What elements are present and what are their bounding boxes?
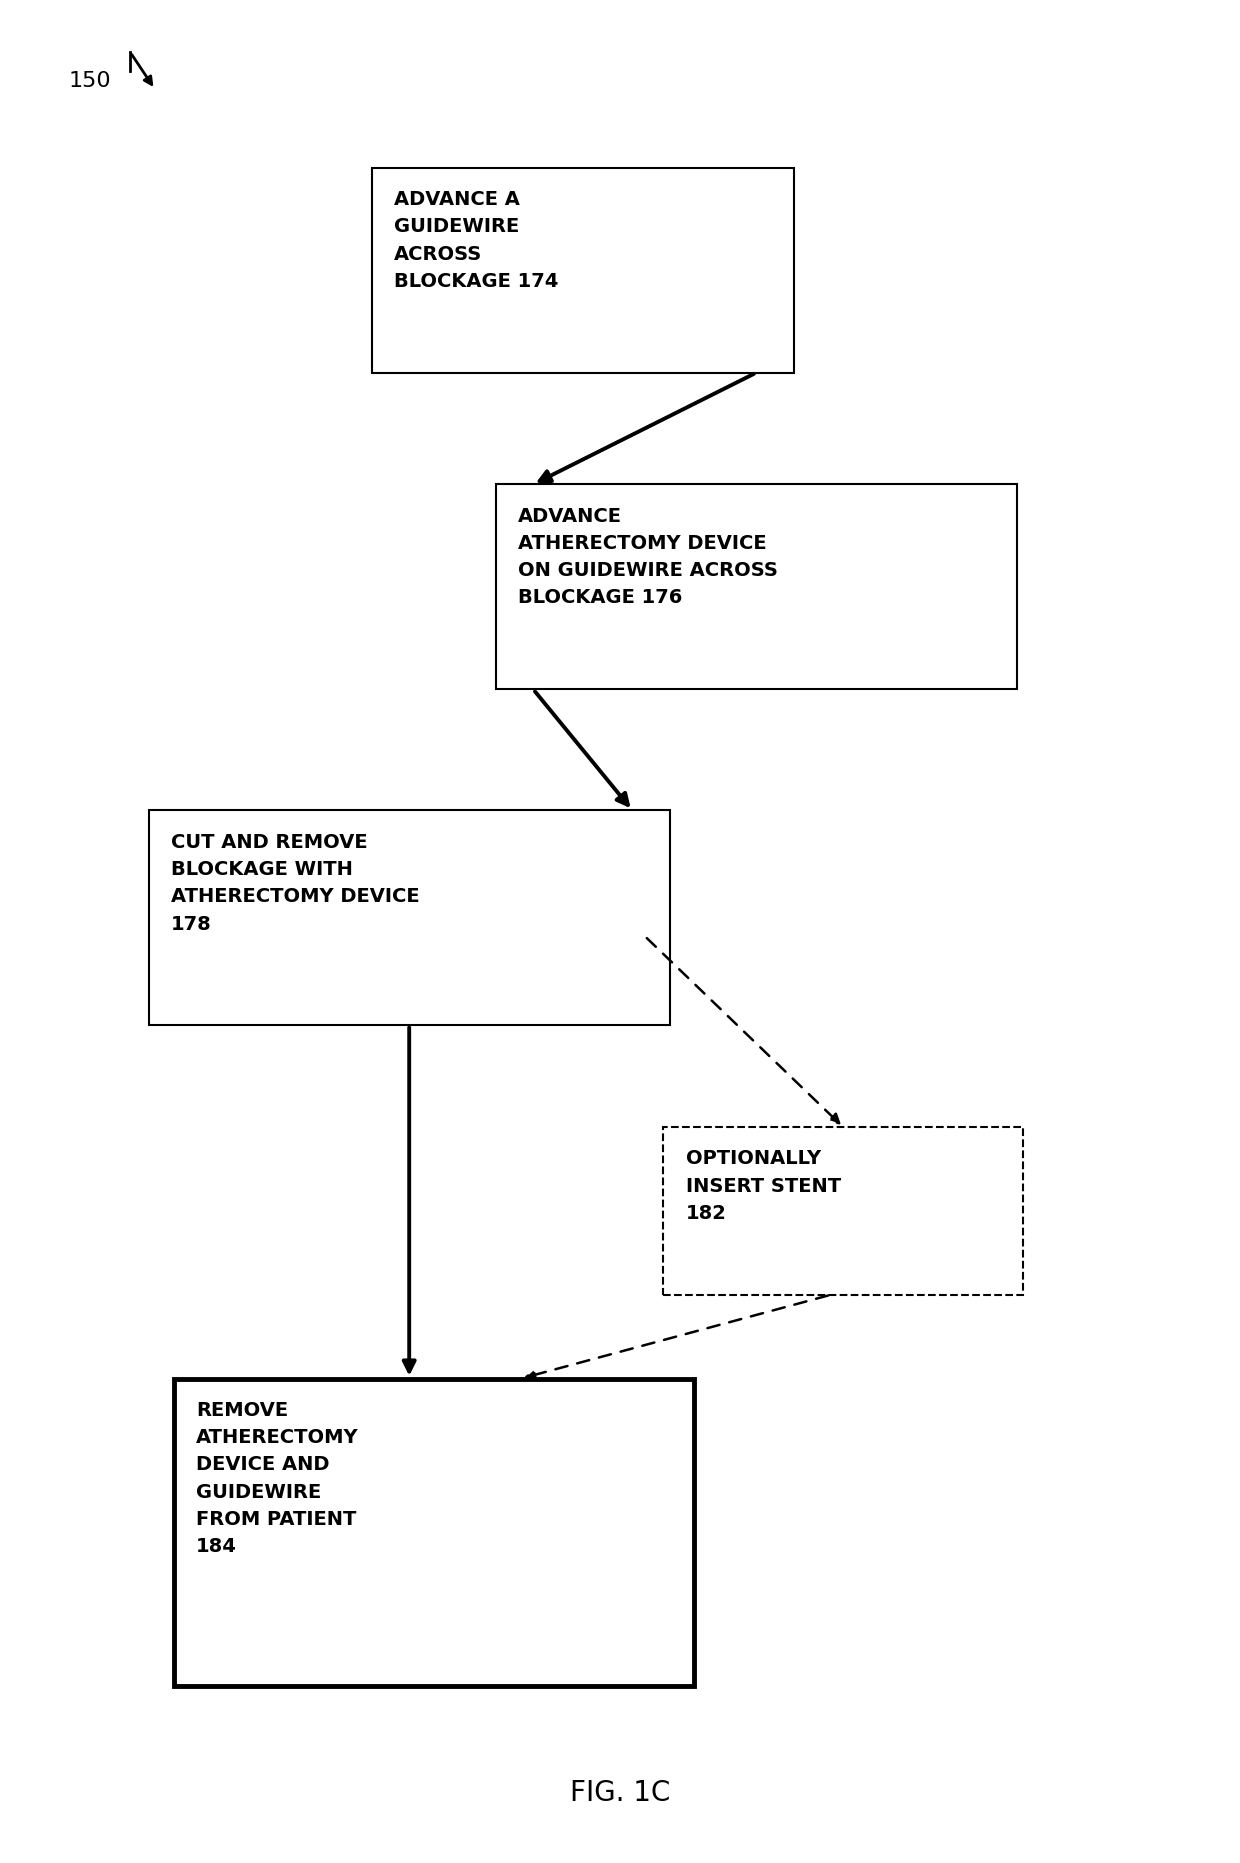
FancyBboxPatch shape xyxy=(496,484,1017,689)
Text: REMOVE
ATHERECTOMY
DEVICE AND
GUIDEWIRE
FROM PATIENT
184: REMOVE ATHERECTOMY DEVICE AND GUIDEWIRE … xyxy=(196,1401,358,1556)
FancyBboxPatch shape xyxy=(149,810,670,1025)
FancyBboxPatch shape xyxy=(372,168,794,373)
Text: ADVANCE A
GUIDEWIRE
ACROSS
BLOCKAGE 174: ADVANCE A GUIDEWIRE ACROSS BLOCKAGE 174 xyxy=(394,190,559,291)
Text: ADVANCE
ATHERECTOMY DEVICE
ON GUIDEWIRE ACROSS
BLOCKAGE 176: ADVANCE ATHERECTOMY DEVICE ON GUIDEWIRE … xyxy=(518,507,779,607)
Text: CUT AND REMOVE
BLOCKAGE WITH
ATHERECTOMY DEVICE
178: CUT AND REMOVE BLOCKAGE WITH ATHERECTOMY… xyxy=(171,833,420,933)
FancyBboxPatch shape xyxy=(174,1379,694,1686)
Text: 150: 150 xyxy=(68,71,110,91)
Text: FIG. 1C: FIG. 1C xyxy=(570,1779,670,1807)
FancyBboxPatch shape xyxy=(663,1127,1023,1295)
Text: OPTIONALLY
INSERT STENT
182: OPTIONALLY INSERT STENT 182 xyxy=(686,1149,841,1222)
